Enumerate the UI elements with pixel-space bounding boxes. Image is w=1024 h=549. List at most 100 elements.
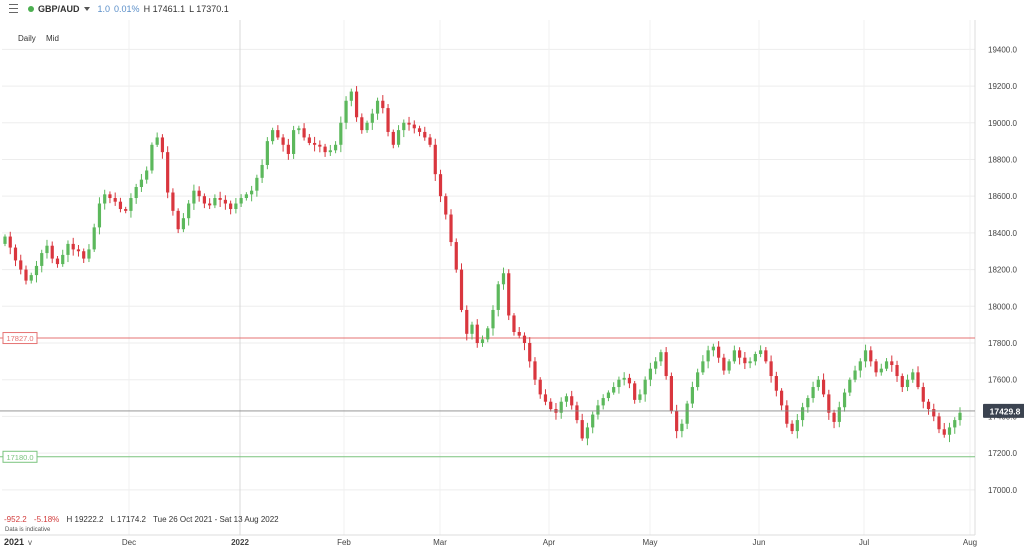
candle-body <box>134 187 138 199</box>
candle-body <box>685 403 689 424</box>
instrument-symbol[interactable]: GBP/AUD <box>38 4 80 14</box>
candle-body <box>328 150 332 153</box>
candle-body <box>312 142 317 145</box>
candle-body <box>171 192 175 211</box>
candle-body <box>50 245 54 259</box>
y-tick-label: 19000.0 <box>988 119 1017 128</box>
range-low: L 17174.2 <box>110 515 146 524</box>
candle-body <box>244 194 248 199</box>
candle-body <box>811 387 815 399</box>
candle-body <box>176 210 180 230</box>
candle-body <box>265 141 269 165</box>
candle-body <box>181 218 186 230</box>
candle-body <box>428 137 432 145</box>
candle-body <box>40 253 44 266</box>
candle-body <box>475 324 479 343</box>
candle-body <box>66 243 70 255</box>
instrument-selector[interactable]: GBP/AUD 1.0 0.01% H 17461.1 L 17370.1 <box>28 4 229 14</box>
candle-body <box>848 379 852 393</box>
price-change-percent: 0.01% <box>114 4 140 14</box>
candle-body <box>129 198 133 211</box>
candle-body <box>958 412 962 421</box>
candle-body <box>696 372 700 388</box>
candle-body <box>538 379 542 395</box>
candle-body <box>753 354 757 362</box>
range-stats: -952.2 -5.18% H 19222.2 L 17174.2 Tue 26… <box>4 515 284 524</box>
y-tick-label: 18200.0 <box>988 266 1017 275</box>
candle-body <box>197 190 201 197</box>
support-label-box <box>2 450 38 463</box>
candle-body <box>648 368 653 380</box>
candle-body <box>155 137 159 145</box>
candle-body <box>622 377 626 380</box>
candle-body <box>727 361 731 371</box>
support-label: 17180.0 <box>6 453 33 462</box>
candle-body <box>659 352 663 362</box>
candle-body <box>76 249 81 252</box>
candle-body <box>234 203 238 210</box>
y-tick-label: 17200.0 <box>988 449 1017 458</box>
candle-body <box>407 122 411 125</box>
candle-body <box>386 108 390 132</box>
candle-body <box>769 361 773 377</box>
candle-body <box>743 357 747 364</box>
year-caret-icon[interactable]: v <box>28 538 32 547</box>
candle-body <box>281 137 285 145</box>
candle-body <box>166 152 170 193</box>
candle-body <box>827 394 831 413</box>
candle-body <box>250 190 254 195</box>
candle-body <box>97 203 102 228</box>
candle-body <box>71 243 75 250</box>
candle-body <box>396 130 401 145</box>
chevron-down-icon[interactable] <box>83 7 90 11</box>
candle-body <box>333 144 338 151</box>
candle-body <box>45 245 49 254</box>
candle-body <box>271 130 275 142</box>
candle-body <box>559 401 563 413</box>
candle-body <box>953 420 957 428</box>
candle-body <box>507 273 511 316</box>
candle-body <box>92 227 96 250</box>
candle-body <box>916 372 920 388</box>
candle-body <box>512 315 516 332</box>
candle-body <box>942 429 946 435</box>
hamburger-menu-icon[interactable] <box>9 4 18 13</box>
interval-selector[interactable]: Daily <box>18 34 36 43</box>
candle-body <box>349 91 353 101</box>
candle-body <box>921 387 925 402</box>
candle-body <box>223 199 227 204</box>
candle-body <box>34 265 39 276</box>
session-high: H 17461.1 <box>143 4 186 14</box>
candle-body <box>29 275 33 281</box>
candle-body <box>585 427 590 439</box>
candle-body <box>937 416 941 430</box>
candle-body <box>381 100 385 109</box>
resistance-label-box <box>2 332 38 345</box>
x-tick-label: Feb <box>337 538 351 547</box>
candle-body <box>229 203 233 210</box>
candle-body <box>895 365 899 377</box>
x-tick-label: Dec <box>122 538 136 547</box>
candle-body <box>517 331 521 336</box>
candle-body <box>108 194 112 199</box>
candle-body <box>701 361 705 373</box>
candle-body <box>391 131 395 145</box>
x-tick-label: Jul <box>859 538 869 547</box>
candle-body <box>465 309 469 334</box>
candle-body <box>208 203 212 206</box>
candle-body <box>87 249 91 259</box>
candle-body <box>759 350 763 355</box>
candle-body <box>213 198 217 206</box>
price-type-selector[interactable]: Mid <box>46 34 59 43</box>
candle-body <box>900 376 904 388</box>
y-tick-label: 18400.0 <box>988 229 1017 238</box>
candle-body <box>444 196 448 215</box>
candle-body <box>816 379 820 388</box>
candle-body <box>323 146 327 153</box>
candle-body <box>192 190 196 204</box>
candle-body <box>218 198 222 200</box>
candle-body <box>302 128 306 138</box>
candle-body <box>853 370 857 380</box>
candle-body <box>932 409 936 417</box>
